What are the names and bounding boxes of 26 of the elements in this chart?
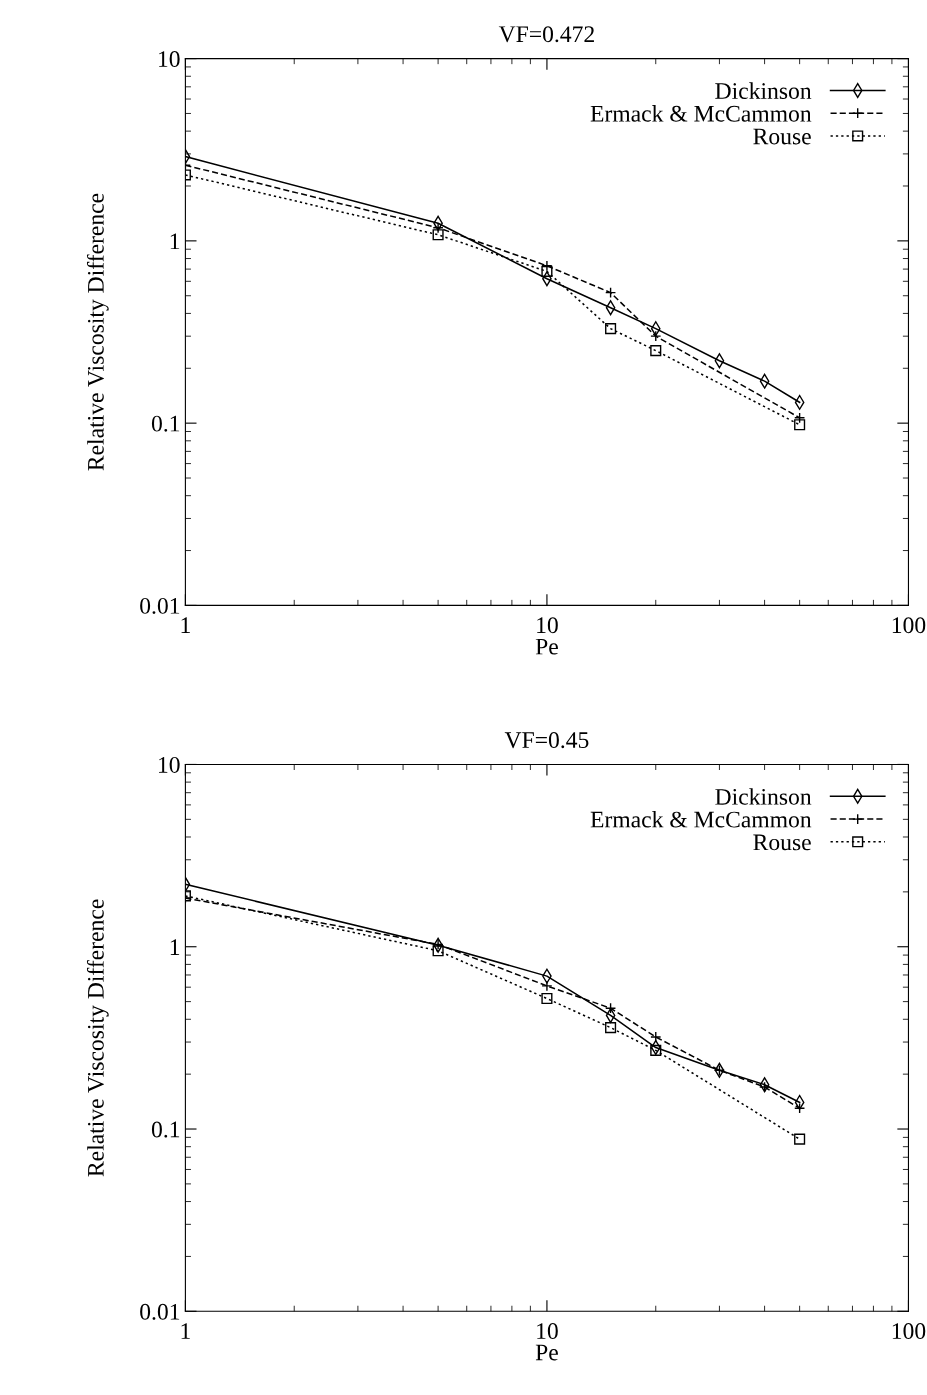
x-tick-label: 1 xyxy=(181,617,190,633)
y-tick-label: 0.1 xyxy=(151,1121,180,1138)
y-tick-label: 1 xyxy=(170,939,180,955)
x-axis-title: Pe xyxy=(535,638,558,655)
x-axis-title: Pe xyxy=(535,1344,558,1361)
legend-label: Dickinson xyxy=(715,82,812,99)
x-tick-label: 100 xyxy=(892,1323,926,1340)
y-tick-label: 0.01 xyxy=(140,597,180,614)
x-tick-label: 100 xyxy=(892,617,926,634)
x-tick-label: 10 xyxy=(537,617,558,634)
y-tick-label: 0.01 xyxy=(140,1303,180,1320)
legend-label: Rouse xyxy=(753,128,811,145)
y-axis-title: Relative Viscosity Difference xyxy=(86,899,109,1177)
y-tick-label: 10 xyxy=(159,51,180,68)
legend-label: Rouse xyxy=(753,834,811,851)
y-tick-label: 0.1 xyxy=(151,415,180,432)
legend-label: Ermack & McCammon xyxy=(590,810,812,828)
y-tick-label: 1 xyxy=(170,233,180,250)
y-axis-title: Relative Viscosity Difference xyxy=(86,193,109,471)
legend-label: Ermack & McCammon xyxy=(590,105,812,122)
x-tick-label: 10 xyxy=(537,1323,558,1340)
x-tick-label: 1 xyxy=(181,1323,190,1339)
chart-title: VF=0.472 xyxy=(498,26,594,43)
y-tick-label: 10 xyxy=(159,756,180,773)
legend-label: Dickinson xyxy=(715,788,812,805)
chart-title: VF=0.45 xyxy=(504,732,589,749)
